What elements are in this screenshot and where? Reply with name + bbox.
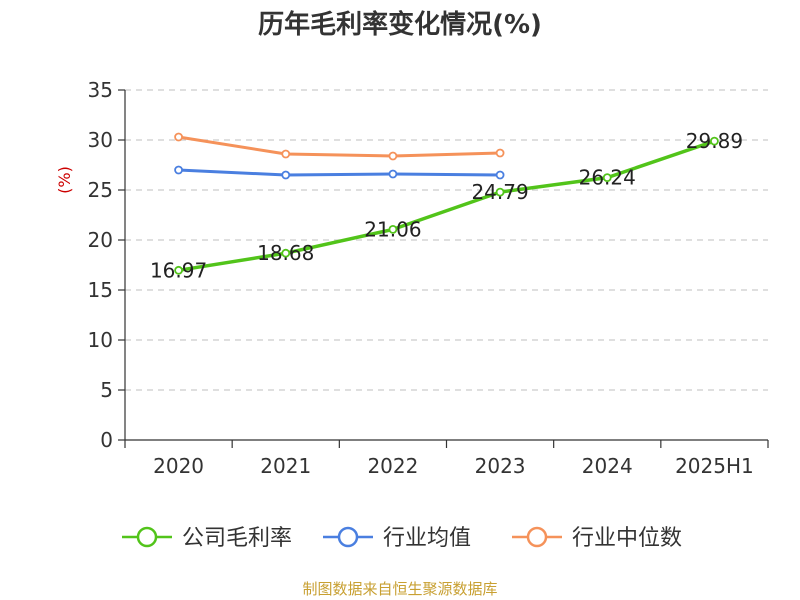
legend-label: 行业中位数 [572,526,682,551]
data-point [495,170,505,180]
y-tick-label: 10 [88,328,113,352]
legend-marker-circle [526,526,548,548]
data-point [281,149,291,159]
grid-lines [125,89,768,391]
data-label: 29.89 [686,129,743,153]
series-lines [174,132,719,275]
data-point [495,187,505,197]
series-line-1 [178,168,501,177]
data-label: 21.06 [364,217,421,241]
data-point [495,148,505,158]
x-tick-label: 2023 [475,454,526,478]
data-label: 26.24 [579,166,636,190]
legend-label: 公司毛利率 [182,526,292,551]
series-line-0 [178,139,715,273]
x-tick-label: 2021 [260,454,311,478]
data-point [174,165,183,175]
x-tick-label: 2024 [582,454,633,478]
x-tick-label: 2020 [153,454,204,478]
data-point [388,169,398,179]
data-point [281,170,291,180]
data-point [602,173,612,183]
legend-marker-circle [337,526,359,548]
chart-title: 历年毛利率变化情况(%) [258,10,542,40]
legend-marker-circle [136,526,158,548]
legend-label: 行业均值 [383,526,471,551]
data-point [174,132,183,142]
legend: 公司毛利率 行业均值 行业中位数 [122,526,682,551]
y-tick-label: 0 [100,428,113,452]
data-point [388,151,398,161]
data-labels: 16.97 18.68 21.06 24.79 26.24 29.89 [150,129,743,282]
x-tick-label: 2022 [367,454,418,478]
data-label: 16.97 [150,258,207,282]
y-axis-unit-label: (%) [55,166,74,194]
data-label: 24.79 [471,180,528,204]
data-point [388,224,398,234]
y-tick-label: 5 [100,378,113,402]
data-point [710,136,719,146]
data-point [281,248,291,258]
x-tick-label: 2025H1 [675,454,754,478]
axes: 0 5 10 15 20 25 30 35 (%) 2020 2021 2022 2023 2024 202… [55,78,769,478]
y-tick-label: 25 [88,178,113,202]
y-tick-label: 15 [88,278,113,302]
y-tick-label: 30 [88,128,113,152]
y-tick-label: 35 [88,78,113,102]
data-point [174,265,183,275]
source-note: 制图数据来自恒生聚源数据库 [302,580,498,598]
series-line-2 [178,135,501,158]
y-tick-label: 20 [88,228,113,252]
data-label: 18.68 [257,241,314,265]
